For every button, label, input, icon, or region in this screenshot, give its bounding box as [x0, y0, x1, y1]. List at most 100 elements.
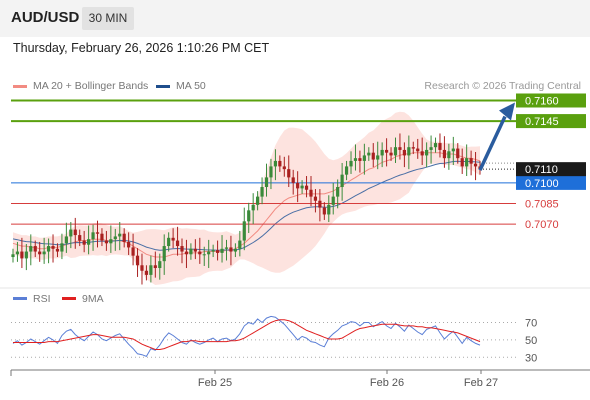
timestamp: Thursday, February 26, 2026 1:10:26 PM C…: [13, 41, 270, 55]
candle-body: [300, 185, 304, 189]
rsi-ma-legend-swatch: [62, 297, 76, 300]
candle-body: [140, 265, 144, 271]
candle-body: [38, 251, 42, 255]
watermark: Research © 2026 Trading Central: [424, 80, 581, 92]
candle-body: [24, 251, 28, 259]
candle-body: [184, 251, 189, 255]
candle-body: [385, 149, 389, 153]
level-label-0.7100: 0.7100: [525, 178, 559, 190]
candle-body: [296, 182, 300, 189]
candle-body: [260, 187, 264, 197]
x-tick-label: Feb 25: [198, 377, 232, 389]
candle-body: [46, 246, 51, 252]
candle-body: [447, 151, 451, 159]
ma20-line: [12, 152, 481, 258]
candle-body: [278, 160, 282, 167]
candle-body: [29, 246, 33, 252]
candle-body: [438, 143, 442, 150]
candle-body: [127, 241, 131, 248]
candle-body: [82, 240, 86, 245]
candle-body: [162, 246, 166, 262]
candle-body: [91, 232, 95, 240]
candle-body: [33, 246, 37, 252]
candle-body: [353, 158, 358, 161]
rsi-tick-30: 30: [525, 352, 537, 364]
timeframe-badge[interactable]: 30 MIN: [82, 7, 134, 30]
legend-ma-bb-swatch: [13, 84, 27, 88]
candle-body: [340, 174, 344, 188]
candle-body: [367, 152, 371, 156]
level-label-0.7160: 0.7160: [525, 95, 559, 107]
last-price-label: 0.7110: [525, 164, 558, 176]
candle-body: [149, 265, 153, 275]
candle-body: [344, 166, 349, 175]
candle-body: [269, 166, 273, 178]
header-bar: AUD/USD 30 MIN: [0, 0, 590, 37]
candle-body: [220, 248, 224, 253]
candle-body: [451, 148, 455, 152]
candle-body: [362, 155, 366, 161]
candle-body: [407, 147, 411, 156]
candle-body: [42, 251, 46, 255]
legend-ma50-swatch: [156, 84, 170, 88]
candle-body: [429, 147, 433, 150]
level-tag-0.7160: [516, 93, 586, 108]
candle-body: [224, 247, 229, 249]
rsi-tick-70: 70: [525, 317, 537, 329]
candle-body: [349, 160, 353, 167]
candle-body: [144, 270, 149, 275]
candle-body: [251, 204, 255, 211]
candle-body: [51, 246, 55, 249]
rsi-legend-label: RSI: [33, 293, 51, 305]
x-tick-label: Feb 26: [370, 377, 404, 389]
candle-body: [322, 207, 326, 215]
candle-body: [247, 210, 251, 222]
candle-body: [207, 251, 211, 255]
candle-body: [55, 248, 60, 252]
candle-body: [202, 254, 206, 256]
candle-body: [425, 149, 429, 156]
candle-body: [380, 149, 384, 156]
candle-body: [282, 166, 286, 170]
candle-body: [389, 152, 393, 156]
candle-body: [238, 240, 242, 249]
candle-body: [135, 255, 140, 266]
bollinger-band: [13, 111, 480, 285]
candle-body: [242, 221, 246, 241]
candle-body: [442, 149, 447, 159]
candle-body: [273, 160, 278, 167]
level-label-0.7070: 0.7070: [525, 219, 559, 231]
candle-body: [287, 169, 291, 178]
rsi-ma-legend-label: 9MA: [82, 293, 104, 305]
candle-body: [122, 233, 126, 242]
legend-ma50-label: MA 50: [176, 80, 206, 92]
legend-ma-bb-label: MA 20 + Bollinger Bands: [33, 80, 149, 92]
forecast-arrow-shaft: [478, 115, 507, 171]
candle-body: [167, 237, 171, 247]
candle-body: [331, 196, 335, 205]
candle-body: [309, 189, 313, 197]
ma50-line: [12, 160, 481, 251]
candle-body: [473, 163, 478, 167]
candle-body: [11, 254, 15, 258]
candle-body: [402, 149, 406, 156]
candle-body: [15, 251, 20, 255]
candle-body: [229, 247, 233, 252]
legend-ma50: MA 50: [156, 80, 206, 92]
candle-body: [180, 246, 184, 252]
candle-body: [78, 235, 82, 241]
candle-body: [118, 233, 122, 237]
candle-body: [291, 177, 295, 183]
candle-body: [318, 200, 322, 208]
candle-body: [171, 237, 175, 241]
candle-body: [393, 147, 398, 156]
candle-body: [60, 243, 64, 252]
candle-body: [20, 251, 24, 259]
candle-body: [264, 177, 269, 188]
candle-body: [313, 196, 318, 201]
candle-body: [411, 147, 415, 149]
candle-body: [158, 261, 162, 269]
candle-body: [189, 248, 193, 255]
candle-body: [358, 158, 362, 161]
